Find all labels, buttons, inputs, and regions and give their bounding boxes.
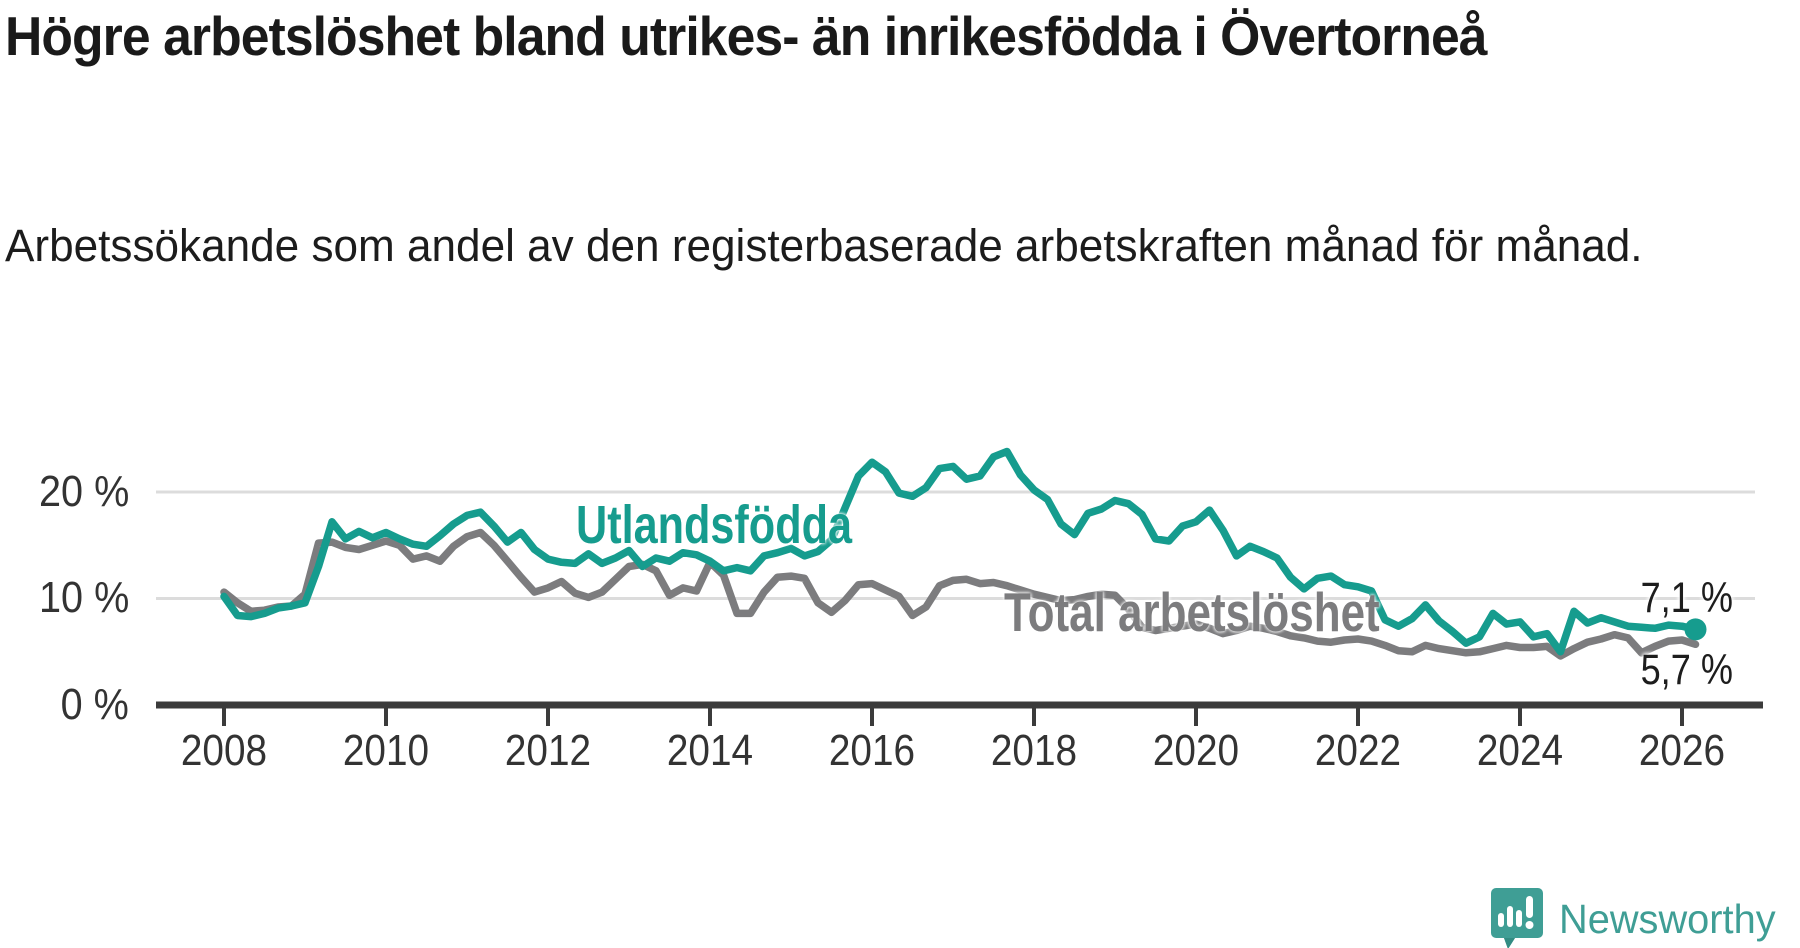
line-utlandsf-dda [220,447,1700,656]
x-tick-label-2022: 2022 [1314,726,1402,775]
x-tick-label-2016: 2016 [828,726,916,775]
x-tick-label-2024: 2024 [1476,726,1564,775]
series-label-total-arbetsloshet: Total arbetslöshet [1004,581,1380,643]
x-tick-label-2008: 2008 [180,726,268,775]
series-label-utlandsfodda: Utlandsfödda [576,495,852,555]
x-tick-label-2018: 2018 [990,726,1078,775]
y-tick-label-10: 10 % [38,573,129,622]
chart-subtitle: Arbetssökande som andel av den registerb… [5,220,1643,271]
newsworthy-logo-text: Newsworthy [1559,896,1776,942]
end-dot-utlandsf-dda [1684,618,1707,641]
line-total-arbetsl-shet [220,528,1700,660]
x-tick-label-2026: 2026 [1638,726,1726,775]
y-tick-label-20: 20 % [38,467,129,516]
chart-title: Högre arbetslöshet bland utrikes- än inr… [5,5,1488,67]
end-value-label-total: 5,7 % [1640,646,1733,694]
end-value-label-utlandsfodda: 7,1 % [1640,574,1733,622]
x-tick-label-2010: 2010 [342,726,430,775]
x-tick-label-2014: 2014 [666,726,754,775]
x-tick-label-2012: 2012 [504,726,592,775]
newsworthy-logo-icon [1491,888,1543,948]
newsworthy-logo: Newsworthy [1490,887,1782,948]
x-tick-label-2020: 2020 [1152,726,1240,775]
y-tick-label-0: 0 % [60,680,129,729]
